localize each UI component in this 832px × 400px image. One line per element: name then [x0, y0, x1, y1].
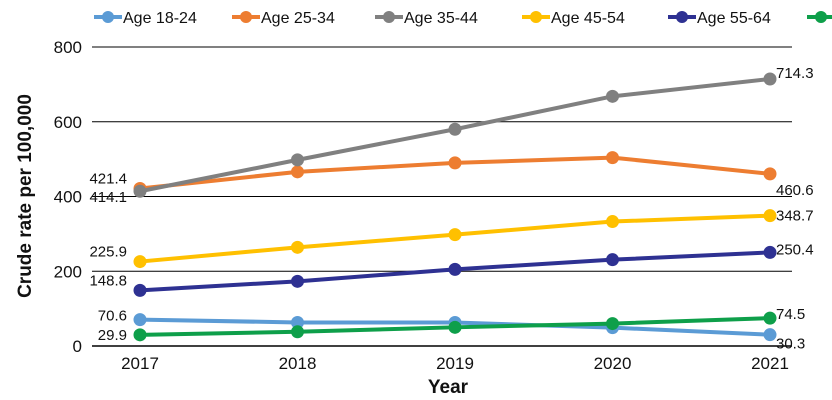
data-point [448, 228, 462, 242]
y-axis-title: Crude rate per 100,000 [15, 94, 36, 298]
data-point [606, 215, 619, 229]
series-age-25-34 [133, 151, 777, 196]
data-point [763, 245, 777, 259]
x-tick-label: 2020 [594, 354, 632, 373]
data-point [763, 167, 777, 181]
data-point [448, 262, 462, 276]
x-axis-ticks: 2017 2018 2019 2020 2021 [121, 354, 789, 373]
data-label: 74.5 [776, 306, 805, 323]
y-tick-label: 600 [54, 113, 82, 132]
x-axis-title: Year [428, 377, 469, 398]
data-point [133, 255, 147, 269]
data-point [133, 184, 147, 198]
legend-item: Age 55-64 [668, 10, 771, 27]
data-label: 30.3 [776, 336, 805, 353]
y-tick-label: 0 [73, 337, 82, 356]
data-point [606, 151, 619, 165]
data-point [291, 274, 304, 288]
data-point [291, 315, 304, 329]
legend-item: Age 18-24 [94, 10, 197, 27]
data-point [763, 209, 777, 223]
data-point [606, 317, 619, 331]
data-label: 70.6 [98, 308, 127, 325]
legend-item: Age 25-34 [232, 10, 335, 27]
data-label: 148.8 [89, 272, 127, 289]
legend-label: Age 55-64 [697, 10, 771, 27]
gridlines [92, 46, 792, 347]
data-point [606, 89, 619, 103]
data-point [763, 72, 777, 86]
data-label: 414.1 [89, 189, 127, 206]
series-age-35-44 [133, 72, 777, 198]
data-point [291, 153, 304, 167]
legend-label: Age 18-24 [123, 10, 197, 27]
data-point [133, 328, 147, 342]
y-tick-label: 800 [54, 38, 82, 57]
y-tick-label: 400 [54, 188, 82, 207]
y-tick-label: 200 [54, 262, 82, 281]
x-tick-label: 2017 [121, 354, 159, 373]
legend-item: Age 65+ [807, 11, 832, 23]
legend-label: Age 45-54 [551, 10, 625, 27]
legend-swatch-marker [240, 11, 252, 23]
data-point [448, 320, 462, 334]
x-tick-label: 2018 [279, 354, 317, 373]
legend-swatch-marker [530, 11, 542, 23]
legend: Age 18-24 Age 25-34 Age 35-44 Age 45-54 Age … [94, 10, 832, 27]
legend-label: Age 35-44 [404, 10, 478, 27]
data-point [763, 328, 777, 342]
data-labels: 70.6 30.3 421.4 460.6 414.1 714.3 225.9 348.7 14… [89, 65, 813, 353]
y-axis-ticks: 0 200 400 600 800 [54, 38, 82, 356]
data-label: 348.7 [776, 208, 814, 225]
series-lines [133, 72, 777, 342]
legend-label: Age 25-34 [261, 10, 335, 27]
series-age-65- [133, 311, 777, 342]
data-label: 250.4 [776, 241, 814, 258]
legend-swatch-marker [383, 11, 395, 23]
legend-swatch-marker [815, 11, 827, 23]
data-label: 225.9 [89, 244, 127, 261]
x-tick-label: 2021 [751, 354, 789, 373]
x-tick-label: 2019 [436, 354, 474, 373]
data-label: 714.3 [776, 65, 814, 82]
data-point [291, 165, 304, 179]
data-label: 29.9 [98, 327, 127, 344]
data-point [448, 156, 462, 170]
legend-item: Age 45-54 [522, 10, 625, 27]
data-point [291, 240, 304, 254]
legend-swatch-marker [676, 11, 688, 23]
data-point [133, 283, 147, 297]
data-point [606, 253, 619, 267]
series-age-55-64 [133, 245, 777, 297]
legend-item: Age 35-44 [375, 10, 478, 27]
data-point [133, 313, 147, 327]
data-point [291, 325, 304, 339]
data-label: 421.4 [89, 171, 127, 188]
data-point [448, 122, 462, 136]
data-point [763, 311, 777, 325]
series-age-45-54 [133, 209, 777, 269]
legend-swatch-marker [102, 11, 114, 23]
data-label: 460.6 [776, 182, 814, 199]
